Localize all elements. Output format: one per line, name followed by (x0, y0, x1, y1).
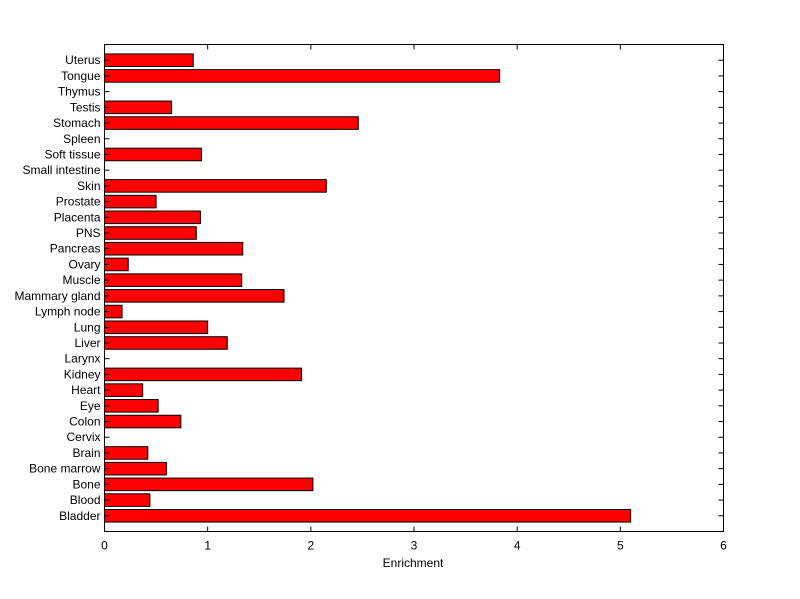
y-tick-label-brain: Brain (72, 446, 100, 460)
bar-bone-marrow (104, 461, 167, 476)
bar-soft-tissue (104, 147, 202, 162)
bar-placenta (104, 210, 201, 225)
y-tick-label-tongue: Tongue (61, 69, 101, 83)
y-tick-label-thymus: Thymus (58, 85, 101, 99)
y-tick-label-muscle: Muscle (62, 273, 100, 287)
y-tick-label-pancreas: Pancreas (50, 242, 101, 256)
plot-frame (104, 44, 724, 532)
x-tick-label-5: 5 (617, 539, 624, 553)
y-tick-label-liver: Liver (74, 336, 100, 350)
y-tick-label-eye: Eye (80, 399, 101, 413)
y-tick-label-stomach: Stomach (53, 116, 100, 130)
bar-stomach (104, 116, 359, 130)
bar-lung (104, 320, 209, 335)
x-tick-label-3: 3 (411, 539, 418, 553)
y-tick-label-skin: Skin (77, 179, 100, 193)
y-tick-label-larynx: Larynx (64, 352, 100, 366)
bar-mammary-gland (104, 289, 285, 303)
y-tick-label-lung: Lung (74, 320, 101, 334)
bar-liver (104, 336, 228, 350)
y-tick-label-lymph-node: Lymph node (35, 305, 101, 319)
bar-testis (104, 100, 173, 115)
bar-blood (104, 493, 151, 507)
y-tick-label-bone: Bone (72, 477, 100, 491)
y-tick-label-heart: Heart (71, 383, 101, 397)
bar-eye (104, 399, 159, 413)
y-tick-label-ovary: Ovary (68, 257, 100, 271)
x-tick-label-6: 6 (720, 539, 727, 553)
x-tick-label-1: 1 (204, 539, 211, 553)
x-tick-label-4: 4 (514, 539, 521, 553)
x-axis-ticks: 0 1 2 3 4 5 6 (101, 44, 727, 553)
y-tick-label-mammary-gland: Mammary gland (14, 289, 100, 303)
x-tick-label-0: 0 (101, 539, 108, 553)
y-tick-label-spleen: Spleen (63, 132, 100, 146)
y-tick-label-cervix: Cervix (66, 430, 100, 444)
y-tick-label-placenta: Placenta (54, 210, 101, 224)
x-axis-title: Enrichment (383, 556, 444, 570)
x-tick-label-2: 2 (307, 539, 314, 553)
bar-skin (104, 179, 327, 193)
y-tick-label-bone-marrow: Bone marrow (29, 462, 101, 476)
y-tick-label-testis: Testis (70, 100, 101, 114)
y-tick-label-uterus: Uterus (65, 53, 100, 67)
bar-bladder (104, 509, 632, 523)
bar-uterus (104, 53, 194, 67)
y-tick-label-soft-tissue: Soft tissue (44, 147, 100, 161)
y-tick-label-small-intestine: Small intestine (22, 163, 100, 177)
bar-pancreas (104, 241, 244, 256)
y-tick-label-bladder: Bladder (59, 509, 100, 523)
bar-tongue (104, 69, 501, 83)
y-tick-label-colon: Colon (69, 415, 100, 429)
y-tick-label-kidney: Kidney (64, 367, 101, 381)
y-tick-label-prostate: Prostate (56, 195, 101, 209)
bar-muscle (104, 273, 243, 287)
bar-brain (104, 446, 149, 460)
bar-colon (104, 414, 182, 429)
bar-bone (104, 477, 314, 492)
y-tick-label-blood: Blood (70, 493, 101, 507)
y-tick-label-pns: PNS (76, 226, 101, 240)
bar-heart (104, 383, 144, 397)
bar-kidney (104, 367, 303, 382)
bar-pns (104, 226, 197, 240)
bar-prostate (104, 194, 157, 209)
